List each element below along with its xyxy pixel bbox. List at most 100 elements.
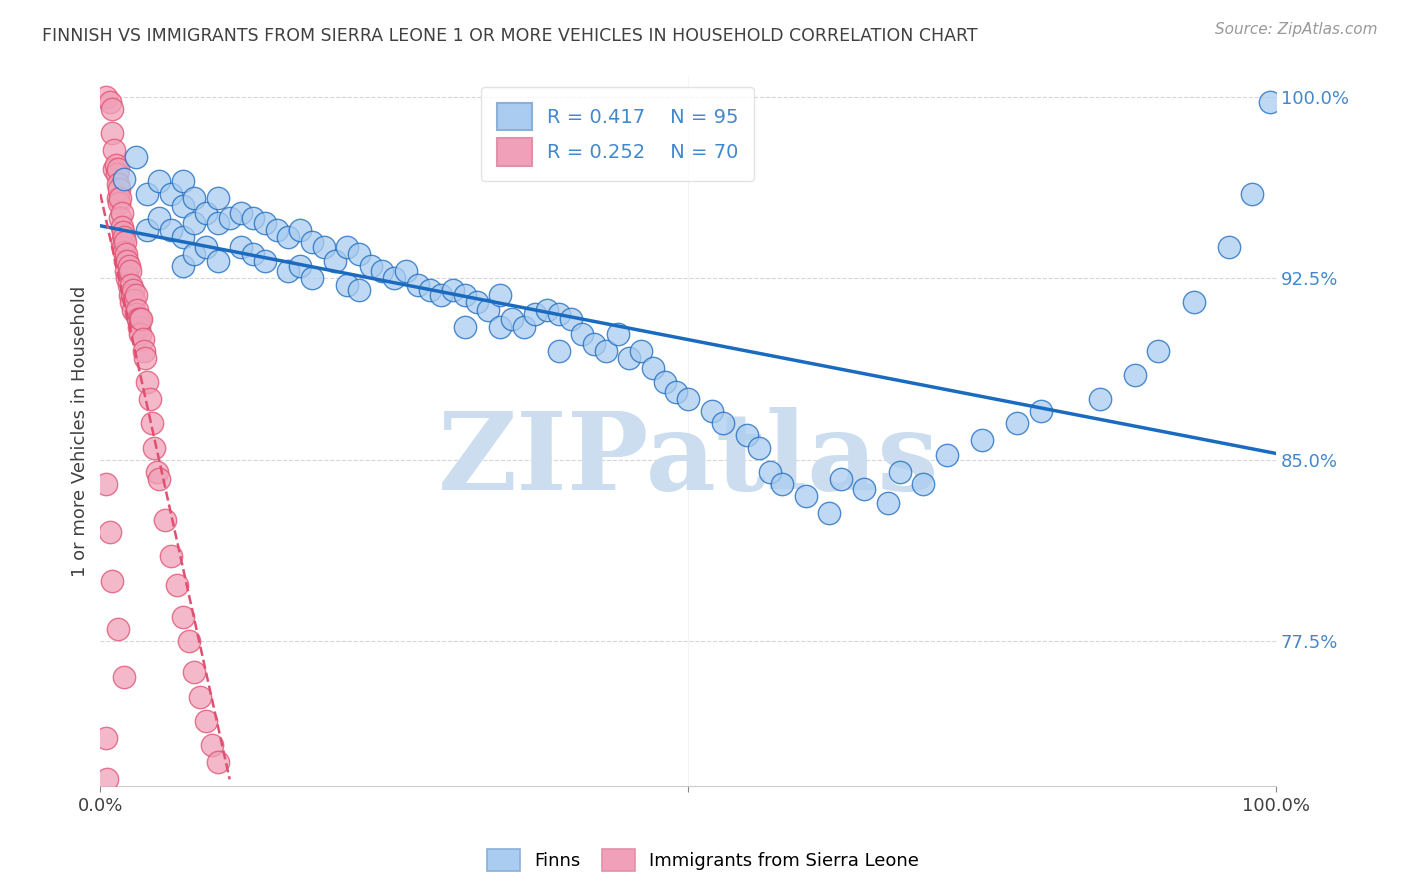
Point xyxy=(1029,404,1052,418)
Point xyxy=(512,319,534,334)
Point xyxy=(183,247,205,261)
Legend: R = 0.417    N = 95, R = 0.252    N = 70: R = 0.417 N = 95, R = 0.252 N = 70 xyxy=(481,87,754,181)
Point xyxy=(117,259,139,273)
Point xyxy=(290,223,312,237)
Point xyxy=(889,465,911,479)
Point xyxy=(418,283,440,297)
Point xyxy=(118,264,141,278)
Point xyxy=(207,755,229,769)
Point xyxy=(195,714,218,728)
Point xyxy=(103,143,125,157)
Point xyxy=(676,392,699,406)
Point xyxy=(172,610,194,624)
Point xyxy=(301,235,323,249)
Point xyxy=(112,230,135,244)
Point xyxy=(325,254,347,268)
Point xyxy=(121,288,143,302)
Point xyxy=(107,191,129,205)
Point xyxy=(120,295,142,310)
Point xyxy=(547,343,569,358)
Point xyxy=(141,417,163,431)
Text: ZIPatlas: ZIPatlas xyxy=(437,407,939,513)
Point xyxy=(347,247,370,261)
Point xyxy=(160,186,183,201)
Point xyxy=(96,476,118,491)
Point xyxy=(489,319,512,334)
Point xyxy=(96,772,118,786)
Point xyxy=(665,384,688,399)
Point xyxy=(524,308,547,322)
Point xyxy=(96,90,118,104)
Point xyxy=(112,172,135,186)
Point xyxy=(110,235,132,249)
Point xyxy=(125,302,148,317)
Point xyxy=(371,264,394,278)
Point xyxy=(136,375,159,389)
Point xyxy=(242,211,264,225)
Point xyxy=(195,206,218,220)
Point xyxy=(406,278,429,293)
Point xyxy=(1088,392,1111,406)
Point xyxy=(117,254,139,268)
Point xyxy=(136,223,159,237)
Point xyxy=(489,288,512,302)
Point xyxy=(124,308,146,322)
Point xyxy=(112,670,135,684)
Point xyxy=(160,223,183,237)
Point xyxy=(242,247,264,261)
Point xyxy=(98,95,121,109)
Point xyxy=(127,312,149,326)
Point xyxy=(1241,186,1264,201)
Point xyxy=(277,230,299,244)
Point xyxy=(166,578,188,592)
Point xyxy=(654,375,676,389)
Point xyxy=(336,240,359,254)
Y-axis label: 1 or more Vehicles in Household: 1 or more Vehicles in Household xyxy=(72,286,89,577)
Point xyxy=(253,254,276,268)
Point xyxy=(501,312,523,326)
Point xyxy=(172,199,194,213)
Point xyxy=(136,186,159,201)
Point xyxy=(1007,417,1029,431)
Point xyxy=(160,549,183,564)
Point xyxy=(172,230,194,244)
Point xyxy=(118,288,141,302)
Legend: Finns, Immigrants from Sierra Leone: Finns, Immigrants from Sierra Leone xyxy=(479,842,927,879)
Point xyxy=(794,489,817,503)
Point xyxy=(103,162,125,177)
Point xyxy=(110,211,132,225)
Point xyxy=(301,271,323,285)
Point xyxy=(347,283,370,297)
Point xyxy=(231,240,253,254)
Point xyxy=(207,191,229,205)
Point xyxy=(98,525,121,540)
Point xyxy=(641,360,664,375)
Point xyxy=(595,343,617,358)
Point xyxy=(153,513,176,527)
Point xyxy=(134,351,156,365)
Point xyxy=(818,506,841,520)
Point xyxy=(96,731,118,745)
Point xyxy=(146,465,169,479)
Point xyxy=(177,634,200,648)
Point xyxy=(115,247,138,261)
Point xyxy=(111,240,134,254)
Point xyxy=(231,206,253,220)
Point xyxy=(112,244,135,259)
Point xyxy=(935,448,957,462)
Point xyxy=(148,211,170,225)
Point xyxy=(104,157,127,171)
Point xyxy=(114,254,136,268)
Point xyxy=(148,174,170,188)
Point xyxy=(183,665,205,680)
Point xyxy=(124,293,146,307)
Point xyxy=(700,404,723,418)
Point xyxy=(336,278,359,293)
Point xyxy=(129,326,152,341)
Point xyxy=(770,476,793,491)
Point xyxy=(201,738,224,752)
Point xyxy=(188,690,211,704)
Point xyxy=(207,216,229,230)
Point xyxy=(547,308,569,322)
Point xyxy=(853,482,876,496)
